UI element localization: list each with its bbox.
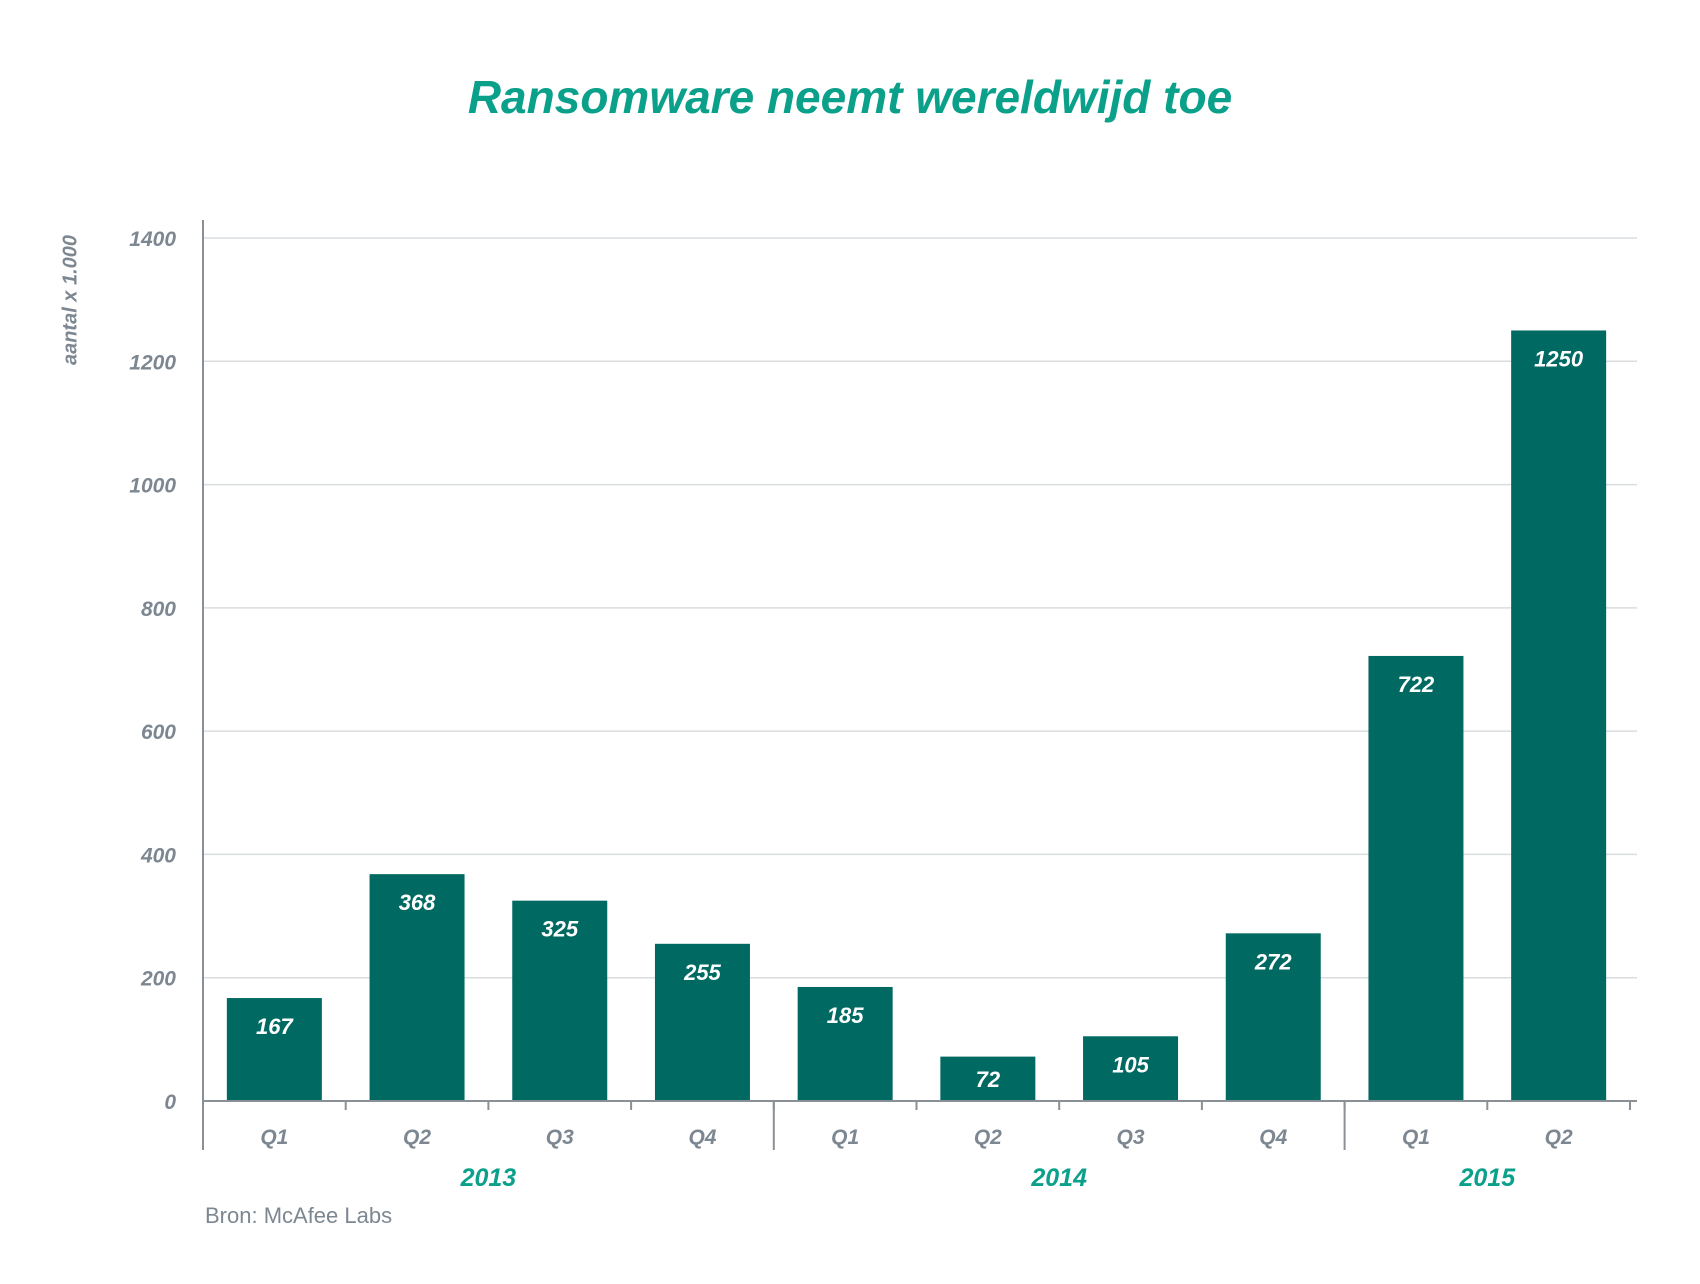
x-tick-label: Q1 xyxy=(1402,1126,1430,1149)
data-label: 1250 xyxy=(1534,346,1584,371)
bars xyxy=(226,330,1607,1101)
y-tick-label: 800 xyxy=(141,598,176,621)
data-label: 105 xyxy=(1112,1052,1149,1077)
data-label: 368 xyxy=(399,890,436,915)
labels: 0 200 400 600 800 1000 1200 1400 167 368 325 255 185… xyxy=(129,228,1584,1192)
year-label: 2014 xyxy=(1030,1164,1087,1192)
bar xyxy=(1225,933,1321,1101)
bar xyxy=(654,943,750,1101)
x-tick-label: Q2 xyxy=(1545,1126,1573,1149)
bar xyxy=(1368,655,1464,1101)
year-label: 2013 xyxy=(460,1164,517,1192)
bar xyxy=(797,986,893,1101)
bar xyxy=(512,900,608,1101)
x-tick-label: Q3 xyxy=(546,1126,574,1149)
y-tick-label: 1000 xyxy=(129,475,176,498)
year-label: 2015 xyxy=(1458,1164,1516,1192)
source-note: Bron: McAfee Labs xyxy=(205,1203,393,1228)
x-tick-label: Q1 xyxy=(260,1126,288,1149)
y-tick-label: 200 xyxy=(140,968,176,991)
bar xyxy=(940,1056,1036,1101)
data-label: 255 xyxy=(683,960,721,985)
data-label: 325 xyxy=(541,917,578,942)
chart-title: Ransomware neemt wereldwijd toe xyxy=(467,71,1233,123)
data-label: 722 xyxy=(1398,672,1435,697)
x-tick-label: Q4 xyxy=(688,1126,716,1149)
y-tick-label: 1400 xyxy=(129,228,176,251)
y-tick-label: 0 xyxy=(164,1091,176,1114)
x-tick-label: Q1 xyxy=(831,1126,859,1149)
x-tick-label: Q2 xyxy=(974,1126,1002,1149)
y-tick-label: 400 xyxy=(140,844,176,867)
data-label: 167 xyxy=(256,1014,294,1039)
data-label: 272 xyxy=(1254,949,1292,974)
x-tick-label: Q4 xyxy=(1259,1126,1287,1149)
x-tick-label: Q3 xyxy=(1117,1126,1145,1149)
x-tick-label: Q2 xyxy=(403,1126,431,1149)
data-label: 72 xyxy=(976,1067,1001,1092)
bar xyxy=(1083,1036,1179,1101)
bar xyxy=(1511,330,1607,1101)
y-tick-label: 1200 xyxy=(129,351,176,374)
bar xyxy=(369,874,465,1101)
bar xyxy=(226,998,322,1101)
data-label: 185 xyxy=(827,1003,864,1028)
y-tick-label: 600 xyxy=(141,721,176,744)
axes xyxy=(202,220,1637,1150)
